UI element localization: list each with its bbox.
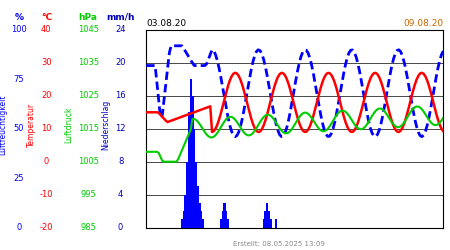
Text: 20: 20 xyxy=(115,58,126,68)
Text: 0: 0 xyxy=(44,157,49,166)
Bar xyxy=(266,203,268,228)
Bar xyxy=(197,186,199,228)
Bar xyxy=(191,96,194,228)
Text: 24: 24 xyxy=(115,26,126,35)
Text: 4: 4 xyxy=(118,190,123,199)
Bar xyxy=(264,211,266,228)
Bar xyxy=(193,129,195,228)
Text: 03.08.20: 03.08.20 xyxy=(146,18,186,28)
Text: 20: 20 xyxy=(41,91,52,100)
Text: hPa: hPa xyxy=(79,13,98,22)
Bar xyxy=(224,203,225,228)
Text: 100: 100 xyxy=(11,26,27,35)
Bar xyxy=(188,112,190,228)
Text: 16: 16 xyxy=(115,91,126,100)
Text: Niederschlag: Niederschlag xyxy=(101,100,110,150)
Text: 75: 75 xyxy=(14,75,24,84)
Text: 1025: 1025 xyxy=(78,91,99,100)
Text: 1035: 1035 xyxy=(78,58,99,68)
Text: 0: 0 xyxy=(16,223,22,232)
Text: 25: 25 xyxy=(14,174,24,182)
Text: 1045: 1045 xyxy=(78,26,99,35)
Text: 0: 0 xyxy=(118,223,123,232)
Bar xyxy=(198,203,201,228)
Text: 985: 985 xyxy=(80,223,96,232)
Text: -20: -20 xyxy=(40,223,53,232)
Text: 30: 30 xyxy=(41,58,52,68)
Text: Luftdruck: Luftdruck xyxy=(64,107,73,143)
Bar xyxy=(268,211,270,228)
Bar xyxy=(270,219,272,228)
Bar xyxy=(183,211,184,228)
Bar xyxy=(275,219,277,228)
Text: 1015: 1015 xyxy=(78,124,99,133)
Text: 50: 50 xyxy=(14,124,24,133)
Bar xyxy=(262,219,265,228)
Text: Temperatur: Temperatur xyxy=(27,103,36,147)
Bar xyxy=(200,211,202,228)
Text: Erstellt: 08.05.2025 13:09: Erstellt: 08.05.2025 13:09 xyxy=(233,242,325,248)
Text: 1005: 1005 xyxy=(78,157,99,166)
Bar xyxy=(184,194,186,228)
Bar xyxy=(189,80,192,228)
Text: °C: °C xyxy=(41,13,52,22)
Bar xyxy=(202,219,204,228)
Bar xyxy=(225,211,227,228)
Text: %: % xyxy=(14,13,23,22)
Bar xyxy=(222,211,224,228)
Text: mm/h: mm/h xyxy=(106,13,135,22)
Text: 40: 40 xyxy=(41,26,52,35)
Bar xyxy=(181,219,183,228)
Bar xyxy=(220,219,222,228)
Bar xyxy=(227,219,229,228)
Text: Luftfeuchtigkeit: Luftfeuchtigkeit xyxy=(0,95,7,155)
Text: 8: 8 xyxy=(118,157,123,166)
Bar xyxy=(186,162,188,228)
Bar xyxy=(195,162,197,228)
Text: 09.08.20: 09.08.20 xyxy=(403,18,443,28)
Text: 10: 10 xyxy=(41,124,52,133)
Text: 995: 995 xyxy=(81,190,96,199)
Text: 12: 12 xyxy=(115,124,126,133)
Text: -10: -10 xyxy=(40,190,53,199)
